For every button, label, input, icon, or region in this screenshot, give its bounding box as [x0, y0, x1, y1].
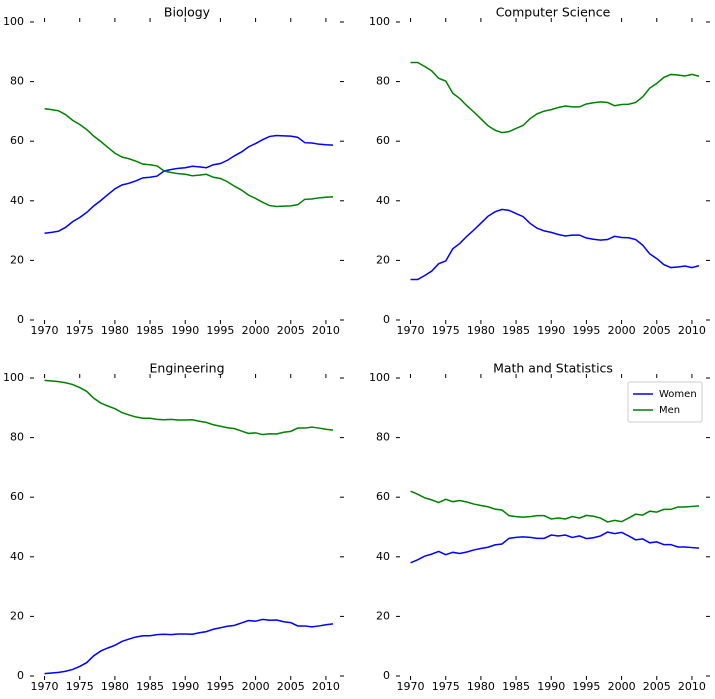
x-tick-label: 2010 — [678, 680, 706, 693]
x-tick-label: 2000 — [242, 324, 270, 337]
subplot-title: Computer Science — [496, 5, 611, 20]
y-tick-label: 100 — [369, 371, 390, 384]
series-line — [410, 208, 700, 281]
subplot: Math and Statistics 0 20 40 60 80 100 1970 1975 1… — [369, 361, 710, 693]
x-tick-label: 1975 — [432, 680, 460, 693]
y-tick-label: 40 — [376, 550, 390, 563]
y-tick-label: 60 — [10, 134, 24, 147]
x-tick-label: 1975 — [432, 324, 460, 337]
y-tick-label: 80 — [376, 431, 390, 444]
x-tick-label: 2005 — [277, 324, 305, 337]
x-tick-label: 1970 — [397, 680, 425, 693]
x-tick-label: 1985 — [136, 680, 164, 693]
x-tick-label: 1990 — [537, 324, 565, 337]
series-line — [44, 107, 334, 208]
x-tick-label: 2005 — [277, 680, 305, 693]
series-line — [44, 618, 334, 675]
legend-label: Men — [659, 405, 680, 416]
y-tick-label: 100 — [3, 15, 24, 28]
x-tick-label: 1985 — [502, 680, 530, 693]
x-tick-label: 1995 — [206, 324, 234, 337]
y-tick-label: 40 — [376, 194, 390, 207]
y-tick-label: 60 — [376, 134, 390, 147]
y-tick-label: 0 — [383, 669, 390, 682]
x-tick-label: 2010 — [312, 680, 340, 693]
subplot-title: Biology — [164, 5, 211, 20]
y-tick-label: 20 — [10, 253, 24, 266]
series-line — [44, 134, 334, 235]
series-line — [410, 490, 700, 523]
x-tick-label: 1980 — [101, 680, 129, 693]
x-tick-label: 1995 — [572, 680, 600, 693]
subplot: Computer Science 0 20 40 60 80 100 1970 1975 1980… — [369, 5, 710, 337]
y-tick-label: 0 — [383, 313, 390, 326]
x-tick-label: 1990 — [537, 680, 565, 693]
x-tick-label: 1990 — [171, 324, 199, 337]
x-tick-label: 1980 — [101, 324, 129, 337]
y-tick-label: 60 — [376, 490, 390, 503]
series-line — [410, 531, 700, 564]
y-tick-label: 0 — [17, 669, 24, 682]
subplot: Biology 0 20 40 60 80 100 1970 1975 1980 1985 1990 1… — [3, 5, 344, 337]
x-tick-label: 1980 — [467, 324, 495, 337]
x-tick-label: 1995 — [572, 324, 600, 337]
subplot: Engineering 0 20 40 60 80 100 1970 1975 1980 1985 1… — [3, 361, 344, 693]
series-line — [410, 61, 700, 134]
y-tick-label: 40 — [10, 194, 24, 207]
subplot-title: Math and Statistics — [493, 361, 613, 376]
y-tick-label: 100 — [3, 371, 24, 384]
x-tick-label: 1980 — [467, 680, 495, 693]
y-tick-label: 20 — [376, 609, 390, 622]
x-tick-label: 2000 — [608, 680, 636, 693]
y-tick-label: 60 — [10, 490, 24, 503]
y-tick-label: 80 — [10, 75, 24, 88]
x-tick-label: 1970 — [31, 324, 59, 337]
legend-label: Women — [659, 389, 697, 400]
series-line — [44, 379, 334, 436]
x-tick-label: 2005 — [643, 324, 671, 337]
y-tick-label: 80 — [376, 75, 390, 88]
subplot-title: Engineering — [150, 361, 225, 376]
x-tick-label: 2000 — [608, 324, 636, 337]
y-tick-label: 100 — [369, 15, 390, 28]
x-tick-label: 1990 — [171, 680, 199, 693]
legend: Women Men — [627, 381, 703, 423]
x-tick-label: 1995 — [206, 680, 234, 693]
x-tick-label: 1970 — [31, 680, 59, 693]
x-tick-label: 1970 — [397, 324, 425, 337]
x-tick-label: 1975 — [66, 680, 94, 693]
x-tick-label: 1985 — [136, 324, 164, 337]
x-tick-label: 2010 — [312, 324, 340, 337]
y-tick-label: 80 — [10, 431, 24, 444]
x-tick-label: 1975 — [66, 324, 94, 337]
x-tick-label: 1985 — [502, 324, 530, 337]
y-tick-label: 40 — [10, 550, 24, 563]
x-tick-label: 2000 — [242, 680, 270, 693]
x-tick-label: 2010 — [678, 324, 706, 337]
x-tick-label: 2005 — [643, 680, 671, 693]
y-tick-label: 20 — [10, 609, 24, 622]
legend-box — [627, 381, 703, 423]
y-tick-label: 20 — [376, 253, 390, 266]
y-tick-label: 0 — [17, 313, 24, 326]
